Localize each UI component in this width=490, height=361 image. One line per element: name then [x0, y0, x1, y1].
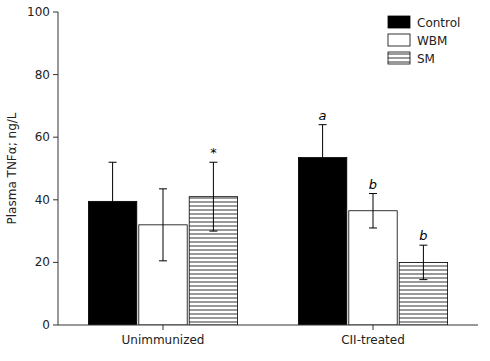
- error-line: [322, 125, 323, 191]
- legend-swatch: [388, 34, 410, 46]
- error-line: [373, 194, 374, 228]
- error-cap: [109, 162, 117, 163]
- error-bar: [159, 189, 167, 261]
- y-axis-line: [58, 12, 59, 325]
- error-line: [213, 162, 214, 231]
- error-cap: [209, 231, 217, 232]
- error-cap: [109, 240, 117, 241]
- annotation: b: [369, 177, 377, 192]
- legend: Control WBM SM: [388, 16, 460, 66]
- y-tick: [53, 262, 58, 263]
- error-cap: [319, 190, 327, 191]
- x-tick-label: CII-treated: [341, 333, 405, 347]
- annotation: b: [419, 228, 427, 243]
- error-cap: [419, 279, 427, 280]
- error-cap: [419, 245, 427, 246]
- error-cap: [159, 260, 167, 261]
- y-tick: [53, 12, 58, 13]
- error-cap: [319, 124, 327, 125]
- error-bar: [369, 194, 377, 228]
- error-line: [423, 245, 424, 279]
- error-bar: [109, 162, 117, 240]
- x-tick: [373, 325, 374, 330]
- chart: a b * b 0 20 40 60 80 100 Unimmunized CII-treated Pl…: [0, 0, 490, 361]
- error-bar: [419, 245, 427, 279]
- y-tick: [53, 199, 58, 200]
- error-bar: [319, 125, 327, 191]
- annotation: *: [210, 145, 217, 160]
- error-line: [163, 189, 164, 261]
- error-cap: [369, 193, 377, 194]
- y-tick-label: 0: [42, 318, 50, 332]
- annotation: a: [319, 108, 327, 123]
- plot-area: [88, 125, 447, 325]
- y-tick: [53, 325, 58, 326]
- legend-swatch: [388, 16, 410, 28]
- legend-label: Control: [417, 16, 460, 30]
- x-tick-label: Unimmunized: [122, 333, 205, 347]
- error-bar: [209, 162, 217, 231]
- chart-container: a b * b 0 20 40 60 80 100 Unimmunized CII-treated Pl…: [0, 0, 490, 361]
- error-cap: [159, 188, 167, 189]
- y-axis-label: Plasma TNFα; ng/L: [5, 112, 19, 224]
- y-tick-label: 60: [35, 130, 50, 144]
- y-tick: [53, 74, 58, 75]
- y-tick-label: 100: [27, 5, 50, 19]
- y-tick-label: 20: [35, 255, 50, 269]
- error-cap: [369, 227, 377, 228]
- x-axis-line: [58, 325, 478, 326]
- legend-swatch: [388, 52, 410, 64]
- y-tick: [53, 137, 58, 138]
- x-tick: [163, 325, 164, 330]
- error-cap: [209, 162, 217, 163]
- error-line: [112, 162, 113, 240]
- y-tick-label: 80: [35, 68, 50, 82]
- bar: [349, 211, 397, 325]
- y-tick-label: 40: [35, 193, 50, 207]
- legend-label: WBM: [417, 34, 447, 48]
- legend-label: SM: [417, 52, 435, 66]
